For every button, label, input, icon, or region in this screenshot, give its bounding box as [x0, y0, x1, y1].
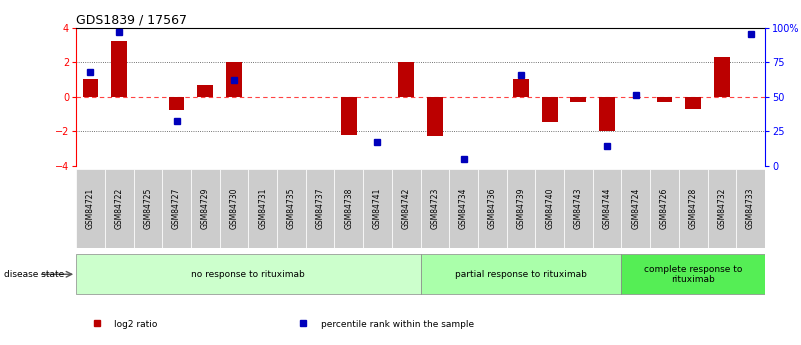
FancyBboxPatch shape: [622, 169, 650, 248]
Bar: [427, 97, 443, 136]
FancyBboxPatch shape: [421, 254, 622, 294]
Text: GSM84723: GSM84723: [430, 188, 440, 229]
Text: log2 ratio: log2 ratio: [114, 320, 157, 329]
Bar: [686, 97, 701, 109]
Text: complete response to
rituximab: complete response to rituximab: [644, 265, 743, 284]
Bar: [657, 97, 672, 102]
FancyBboxPatch shape: [306, 169, 334, 248]
FancyBboxPatch shape: [564, 169, 593, 248]
FancyBboxPatch shape: [162, 169, 191, 248]
Bar: [570, 97, 586, 102]
Bar: [197, 85, 213, 97]
Text: GDS1839 / 17567: GDS1839 / 17567: [76, 13, 187, 27]
Bar: [714, 57, 730, 97]
Text: GSM84729: GSM84729: [201, 188, 210, 229]
Bar: [541, 97, 557, 122]
Bar: [226, 62, 242, 97]
Text: GSM84742: GSM84742: [401, 188, 411, 229]
FancyBboxPatch shape: [506, 169, 535, 248]
Text: GSM84733: GSM84733: [746, 188, 755, 229]
Text: no response to rituximab: no response to rituximab: [191, 270, 305, 279]
Text: GSM84743: GSM84743: [574, 188, 583, 229]
FancyBboxPatch shape: [650, 169, 678, 248]
Bar: [398, 62, 414, 97]
Bar: [513, 79, 529, 97]
FancyBboxPatch shape: [105, 169, 134, 248]
FancyBboxPatch shape: [277, 169, 306, 248]
FancyBboxPatch shape: [76, 169, 105, 248]
FancyBboxPatch shape: [191, 169, 219, 248]
Bar: [111, 41, 127, 97]
FancyBboxPatch shape: [392, 169, 421, 248]
FancyBboxPatch shape: [622, 254, 765, 294]
FancyBboxPatch shape: [363, 169, 392, 248]
FancyBboxPatch shape: [707, 169, 736, 248]
FancyBboxPatch shape: [334, 169, 363, 248]
FancyBboxPatch shape: [76, 254, 421, 294]
Text: GSM84727: GSM84727: [172, 188, 181, 229]
FancyBboxPatch shape: [736, 169, 765, 248]
Bar: [169, 97, 184, 110]
Text: GSM84739: GSM84739: [517, 188, 525, 229]
Bar: [83, 79, 99, 97]
Text: GSM84737: GSM84737: [316, 188, 324, 229]
Text: GSM84724: GSM84724: [631, 188, 640, 229]
FancyBboxPatch shape: [421, 169, 449, 248]
Text: GSM84721: GSM84721: [86, 188, 95, 229]
FancyBboxPatch shape: [593, 169, 622, 248]
Text: GSM84732: GSM84732: [718, 188, 727, 229]
FancyBboxPatch shape: [248, 169, 277, 248]
Text: GSM84728: GSM84728: [689, 188, 698, 229]
Text: disease state: disease state: [4, 270, 64, 279]
Text: GSM84744: GSM84744: [602, 188, 612, 229]
FancyBboxPatch shape: [678, 169, 707, 248]
Text: GSM84736: GSM84736: [488, 188, 497, 229]
Text: GSM84722: GSM84722: [115, 188, 123, 229]
FancyBboxPatch shape: [535, 169, 564, 248]
Text: GSM84738: GSM84738: [344, 188, 353, 229]
Bar: [341, 97, 356, 135]
Text: GSM84726: GSM84726: [660, 188, 669, 229]
Text: GSM84740: GSM84740: [545, 188, 554, 229]
FancyBboxPatch shape: [219, 169, 248, 248]
Text: percentile rank within the sample: percentile rank within the sample: [320, 320, 473, 329]
Text: GSM84731: GSM84731: [258, 188, 268, 229]
Bar: [599, 97, 615, 131]
Text: partial response to rituximab: partial response to rituximab: [455, 270, 587, 279]
Text: GSM84735: GSM84735: [287, 188, 296, 229]
Text: GSM84730: GSM84730: [229, 188, 239, 229]
FancyBboxPatch shape: [449, 169, 478, 248]
Text: GSM84734: GSM84734: [459, 188, 468, 229]
Text: GSM84725: GSM84725: [143, 188, 152, 229]
Text: GSM84741: GSM84741: [373, 188, 382, 229]
FancyBboxPatch shape: [478, 169, 506, 248]
FancyBboxPatch shape: [134, 169, 162, 248]
